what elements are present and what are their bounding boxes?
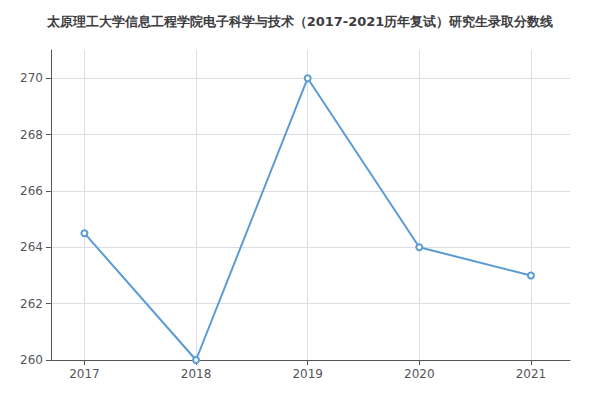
svg-text:2021: 2021 xyxy=(516,367,547,381)
svg-text:太原理工大学信息工程学院电子科学与技术（2017-2021历: 太原理工大学信息工程学院电子科学与技术（2017-2021历年复试）研究生录取分… xyxy=(46,14,554,29)
svg-text:260: 260 xyxy=(20,353,43,367)
svg-text:2017: 2017 xyxy=(69,367,100,381)
svg-text:2018: 2018 xyxy=(181,367,212,381)
svg-text:2019: 2019 xyxy=(292,367,323,381)
svg-text:262: 262 xyxy=(20,297,43,311)
svg-text:266: 266 xyxy=(20,184,43,198)
svg-text:2020: 2020 xyxy=(404,367,435,381)
svg-text:268: 268 xyxy=(20,128,43,142)
svg-text:264: 264 xyxy=(20,240,43,254)
svg-text:270: 270 xyxy=(20,71,43,85)
